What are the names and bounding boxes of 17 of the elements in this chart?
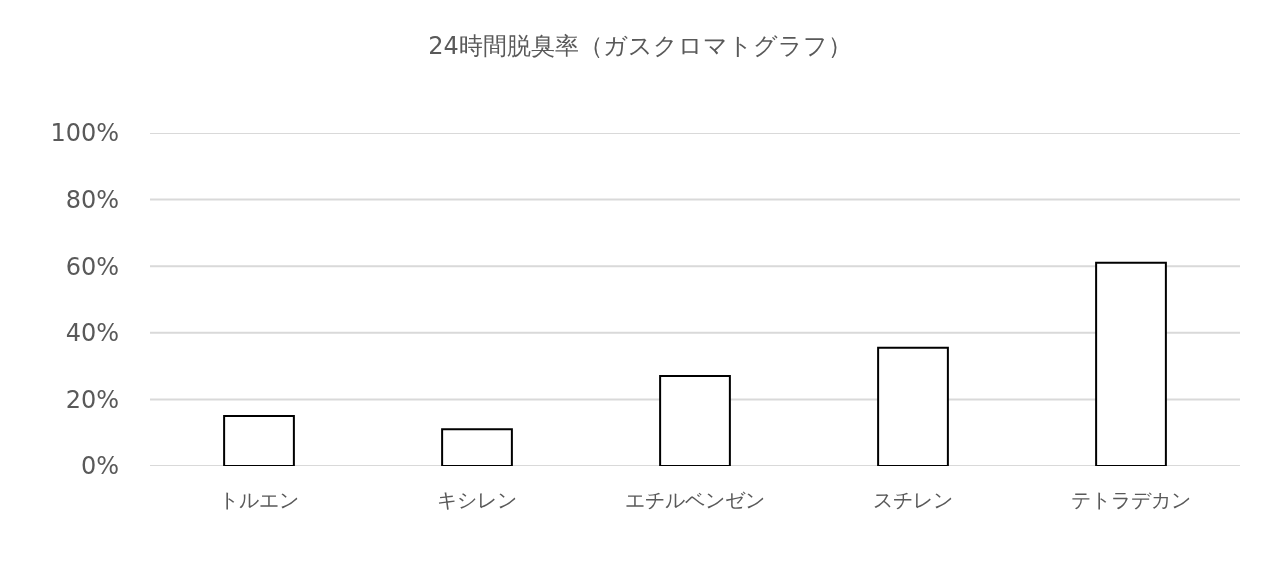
x-tick-label: エチルベンゼン xyxy=(625,488,765,512)
x-tick-label: テトラデカン xyxy=(1071,488,1191,512)
y-tick-label: 80% xyxy=(65,186,119,214)
y-tick-label: 0% xyxy=(80,452,119,481)
bar xyxy=(877,346,949,466)
chart-title: 24時間脱臭率（ガスクロマトグラフ） xyxy=(428,31,852,60)
y-tick-label: 20% xyxy=(65,385,119,414)
y-tick-label: 60% xyxy=(65,252,119,281)
y-tick-label: 40% xyxy=(65,319,119,348)
x-tick-label: キシレン xyxy=(437,488,517,512)
x-tick-label: スチレン xyxy=(873,488,953,512)
bar xyxy=(223,415,295,466)
bar xyxy=(441,428,513,466)
bar xyxy=(1095,261,1167,466)
bar xyxy=(659,375,731,466)
y-tick-label: 100% xyxy=(50,119,119,148)
x-tick-label: トルエン xyxy=(219,488,299,512)
